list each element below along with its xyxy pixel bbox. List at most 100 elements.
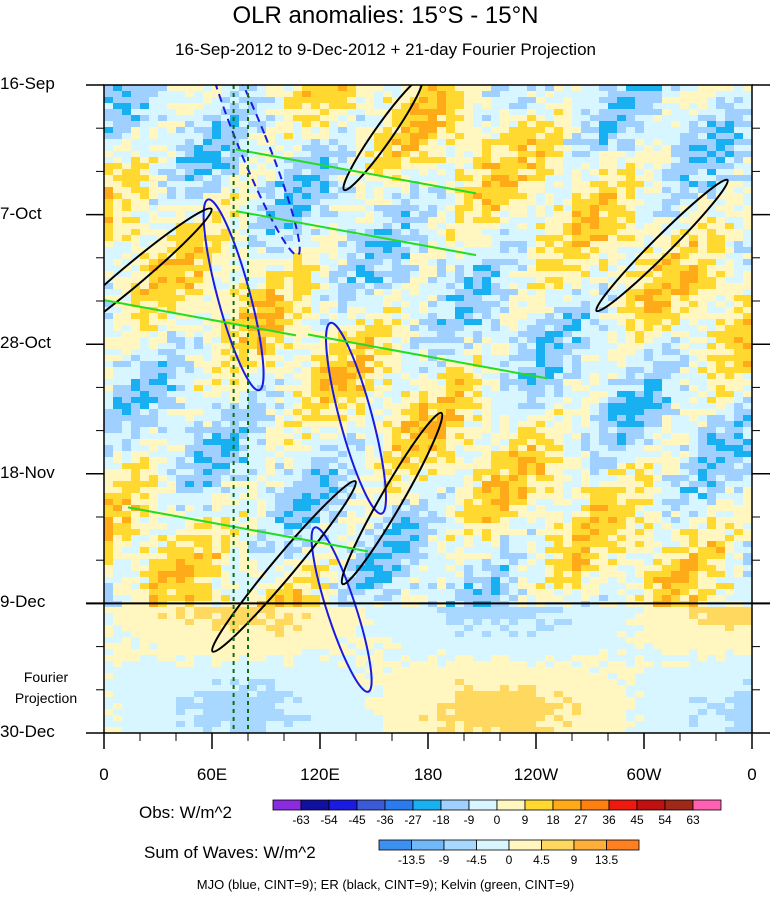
field-cell [248, 367, 258, 374]
field-cell [293, 253, 303, 260]
field-cell [599, 169, 609, 176]
field-cell [230, 151, 240, 158]
field-cell [698, 493, 708, 500]
field-cell [167, 199, 177, 206]
field-cell [590, 229, 600, 236]
field-cell [635, 481, 645, 488]
field-cell [509, 391, 519, 398]
field-cell [284, 175, 294, 182]
field-cell [689, 457, 699, 464]
field-cell [734, 349, 744, 356]
field-cell [239, 253, 249, 260]
field-cell [410, 331, 420, 338]
field-cell [725, 397, 735, 404]
field-cell [563, 355, 573, 362]
field-cell [608, 481, 618, 488]
field-cell [293, 295, 303, 302]
field-cell [239, 109, 249, 116]
field-cell [383, 127, 393, 134]
field-cell [140, 439, 150, 446]
field-cell [653, 211, 663, 218]
field-cell [113, 409, 123, 416]
field-cell [140, 259, 150, 266]
field-cell [338, 145, 348, 152]
field-cell [455, 295, 465, 302]
field-cell [185, 439, 195, 446]
field-cell [131, 325, 141, 332]
field-cell [356, 205, 366, 212]
field-cell [275, 337, 285, 344]
field-cell [716, 157, 726, 164]
field-cell [239, 187, 249, 194]
field-cell [401, 313, 411, 320]
field-cell [158, 409, 168, 416]
field-cell [455, 157, 465, 164]
field-cell [599, 313, 609, 320]
field-cell [617, 427, 627, 434]
field-cell [707, 289, 717, 296]
field-cell [167, 85, 177, 92]
field-cell [653, 109, 663, 116]
field-cell [266, 439, 276, 446]
field-cell [473, 139, 483, 146]
field-cell [176, 229, 186, 236]
field-cell [536, 253, 546, 260]
field-cell [374, 133, 384, 140]
field-cell [176, 271, 186, 278]
field-cell [635, 391, 645, 398]
field-cell [149, 385, 159, 392]
field-cell [572, 241, 582, 248]
field-cell [149, 259, 159, 266]
field-cell [194, 481, 204, 488]
field-cell [554, 451, 564, 458]
field-cell [554, 175, 564, 182]
field-cell [203, 115, 213, 122]
field-cell [374, 427, 384, 434]
field-cell [509, 379, 519, 386]
field-cell [491, 457, 501, 464]
field-cell [554, 427, 564, 434]
field-cell [212, 247, 222, 254]
field-cell [572, 91, 582, 98]
field-cell [707, 295, 717, 302]
field-cell [257, 103, 267, 110]
field-cell [203, 199, 213, 206]
field-cell [734, 283, 744, 290]
field-cell [320, 205, 330, 212]
field-cell [302, 109, 312, 116]
field-cell [158, 229, 168, 236]
field-cell [653, 121, 663, 128]
field-cell [185, 469, 195, 476]
field-cell [626, 403, 636, 410]
field-cell [428, 475, 438, 482]
field-cell [446, 169, 456, 176]
field-cell [131, 493, 141, 500]
field-cell [581, 421, 591, 428]
field-cell [446, 121, 456, 128]
field-cell [230, 451, 240, 458]
field-cell [725, 133, 735, 140]
field-cell [212, 439, 222, 446]
field-cell [239, 193, 249, 200]
field-cell [104, 85, 114, 92]
field-cell [266, 163, 276, 170]
field-cell [446, 91, 456, 98]
field-cell [455, 433, 465, 440]
field-cell [527, 229, 537, 236]
field-cell [581, 439, 591, 446]
field-cell [221, 391, 231, 398]
field-cell [599, 277, 609, 284]
field-cell [617, 145, 627, 152]
field-cell [554, 241, 564, 248]
field-cell [149, 199, 159, 206]
field-cell [257, 463, 267, 470]
field-cell [122, 385, 132, 392]
field-cell [500, 145, 510, 152]
field-cell [428, 127, 438, 134]
field-cell [509, 157, 519, 164]
field-cell [446, 325, 456, 332]
field-cell [230, 223, 240, 230]
field-cell [212, 205, 222, 212]
field-cell [689, 487, 699, 494]
field-cell [410, 211, 420, 218]
